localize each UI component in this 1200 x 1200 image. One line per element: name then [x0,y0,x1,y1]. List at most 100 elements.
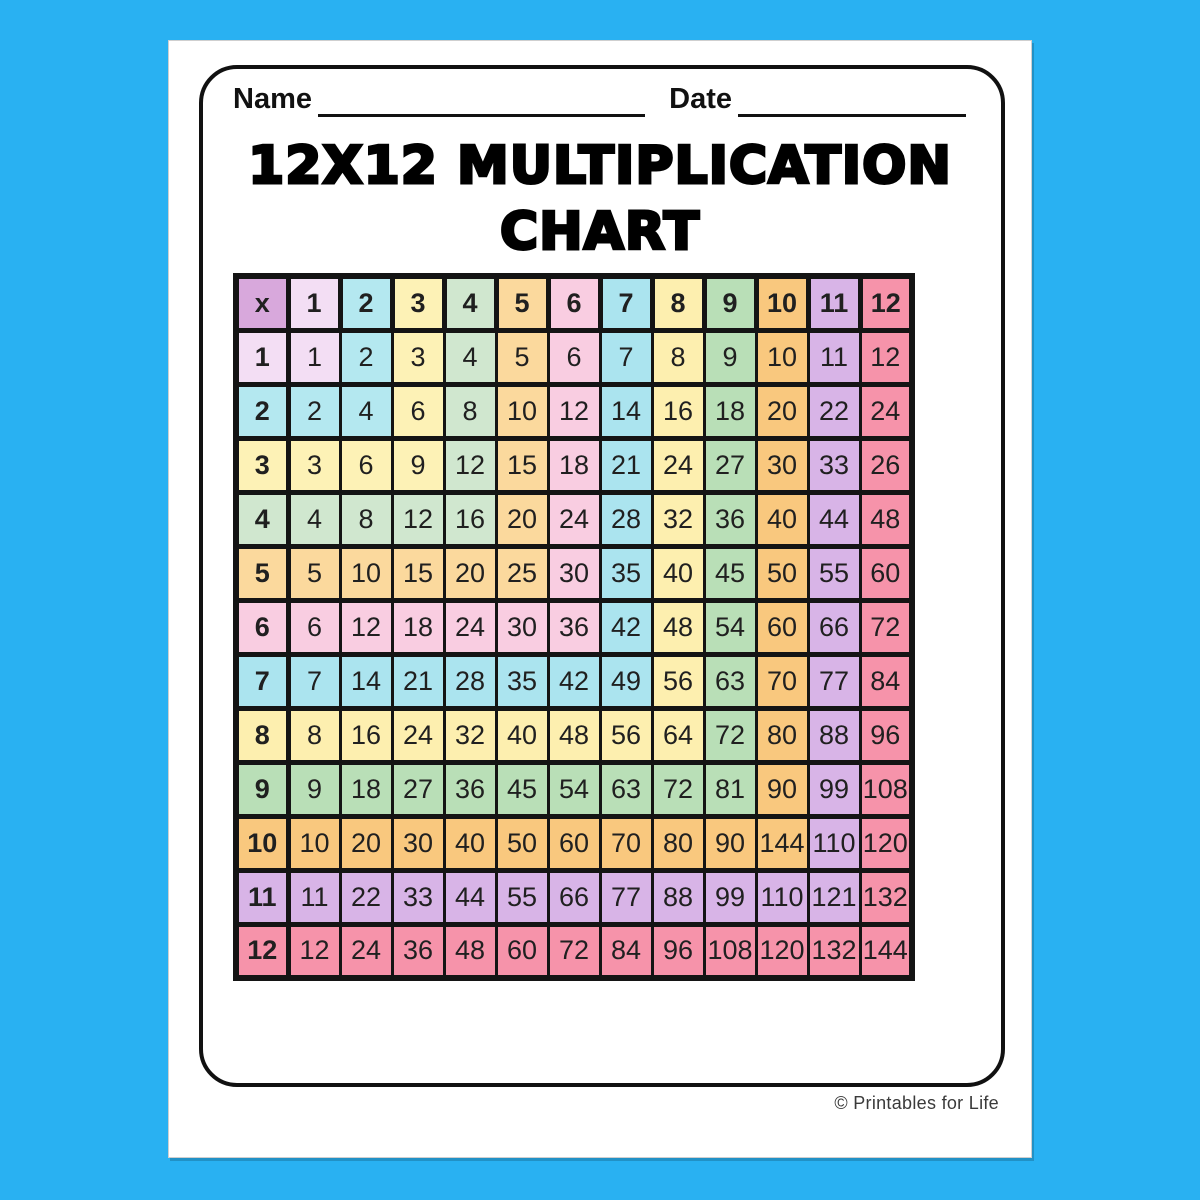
col-header-cell: 5 [493,273,551,333]
col-header-cell: 1 [285,273,343,333]
product-cell: 35 [494,651,550,711]
row-header-cell: 1 [233,327,291,387]
product-cell: 15 [494,435,550,495]
product-cell: 55 [806,543,862,603]
product-cell: 48 [650,597,706,657]
col-header-cell: 10 [753,273,811,333]
page-title: 12X12 MULTIPLICATION CHART [169,133,1031,265]
multiplication-table: x 1 2 3 4 5 6 7 8 9 10 11 12 1 1 2 3 4 5 6 7 8 9 10 11 12 2 2 4 6 8 10 1… [233,273,915,981]
product-cell: 120 [754,921,810,981]
product-cell: 66 [806,597,862,657]
product-cell: 22 [338,867,394,927]
product-cell: 99 [806,759,862,819]
product-cell: 20 [754,381,810,441]
product-cell: 33 [390,867,446,927]
row-header-cell: 4 [233,489,291,549]
col-header-cell: 2 [337,273,395,333]
product-cell: 44 [442,867,498,927]
table-row: 8 8 16 24 32 40 48 56 64 72 80 88 96 [233,705,914,765]
product-cell: 6 [338,435,394,495]
multiplication-table-wrap: x 1 2 3 4 5 6 7 8 9 10 11 12 1 1 2 3 4 5 6 7 8 9 10 11 12 2 2 4 6 8 10 1… [233,273,915,981]
rounded-frame [199,65,1005,1087]
product-cell: 16 [650,381,706,441]
product-cell: 35 [598,543,654,603]
product-cell: 108 [702,921,758,981]
product-cell: 60 [494,921,550,981]
product-cell: 121 [806,867,862,927]
product-cell: 42 [546,651,602,711]
product-cell: 110 [806,813,862,873]
product-cell: 3 [390,327,446,387]
product-cell: 81 [702,759,758,819]
col-header-cell: 9 [701,273,759,333]
product-cell: 80 [754,705,810,765]
table-row: 3 3 6 9 12 15 18 21 24 27 30 33 26 [233,435,914,495]
product-cell: 24 [442,597,498,657]
product-cell: 1 [286,327,342,387]
product-cell: 55 [494,867,550,927]
table-row: 9 9 18 27 36 45 54 63 72 81 90 99 108 [233,759,914,819]
product-cell: 40 [754,489,810,549]
product-cell: 60 [858,543,914,603]
product-cell: 80 [650,813,706,873]
product-cell: 20 [338,813,394,873]
product-cell: 66 [546,867,602,927]
product-cell: 40 [442,813,498,873]
product-cell: 5 [494,327,550,387]
product-cell: 72 [650,759,706,819]
product-cell: 108 [858,759,914,819]
product-cell: 99 [702,867,758,927]
product-cell: 45 [702,543,758,603]
product-cell: 44 [806,489,862,549]
name-write-line [318,81,646,117]
product-cell: 6 [390,381,446,441]
product-cell: 12 [858,327,914,387]
product-cell: 36 [546,597,602,657]
col-header-cell: 8 [649,273,707,333]
row-header-cell: 5 [233,543,291,603]
product-cell: 42 [598,597,654,657]
table-row: 5 5 10 15 20 25 30 35 40 45 50 55 60 [233,543,914,603]
product-cell: 96 [858,705,914,765]
product-cell: 6 [546,327,602,387]
product-cell: 72 [858,597,914,657]
product-cell: 8 [650,327,706,387]
table-row: 11 11 22 33 44 55 66 77 88 99 110 121 132 [233,867,914,927]
header-row: x 1 2 3 4 5 6 7 8 9 10 11 12 [233,273,915,333]
product-cell: 10 [754,327,810,387]
table-row: 12 12 24 36 48 60 72 84 96 108 120 132 144 [233,921,914,981]
product-cell: 8 [286,705,342,765]
product-cell: 132 [806,921,862,981]
product-cell: 36 [702,489,758,549]
product-cell: 9 [390,435,446,495]
name-label: Name [233,83,312,115]
product-cell: 40 [494,705,550,765]
page-title-line1: 12X12 MULTIPLICATION [247,135,953,198]
product-cell: 120 [858,813,914,873]
product-cell: 56 [650,651,706,711]
product-cell: 70 [598,813,654,873]
product-cell: 20 [494,489,550,549]
row-header-cell: 12 [233,921,291,981]
row-header-cell: 10 [233,813,291,873]
product-cell: 4 [338,381,394,441]
product-cell: 54 [702,597,758,657]
product-cell: 14 [598,381,654,441]
product-cell: 11 [286,867,342,927]
product-cell: 144 [754,813,810,873]
row-header-cell: 6 [233,597,291,657]
product-cell: 63 [702,651,758,711]
table-row: 10 10 20 30 40 50 60 70 80 90 144 110 120 [233,813,914,873]
product-cell: 54 [546,759,602,819]
row-header-cell: 3 [233,435,291,495]
col-header-cell: 4 [441,273,499,333]
product-cell: 110 [754,867,810,927]
product-cell: 8 [338,489,394,549]
product-cell: 48 [858,489,914,549]
product-cell: 2 [338,327,394,387]
product-cell: 21 [390,651,446,711]
product-cell: 24 [650,435,706,495]
product-cell: 36 [390,921,446,981]
product-cell: 96 [650,921,706,981]
product-cell: 10 [494,381,550,441]
